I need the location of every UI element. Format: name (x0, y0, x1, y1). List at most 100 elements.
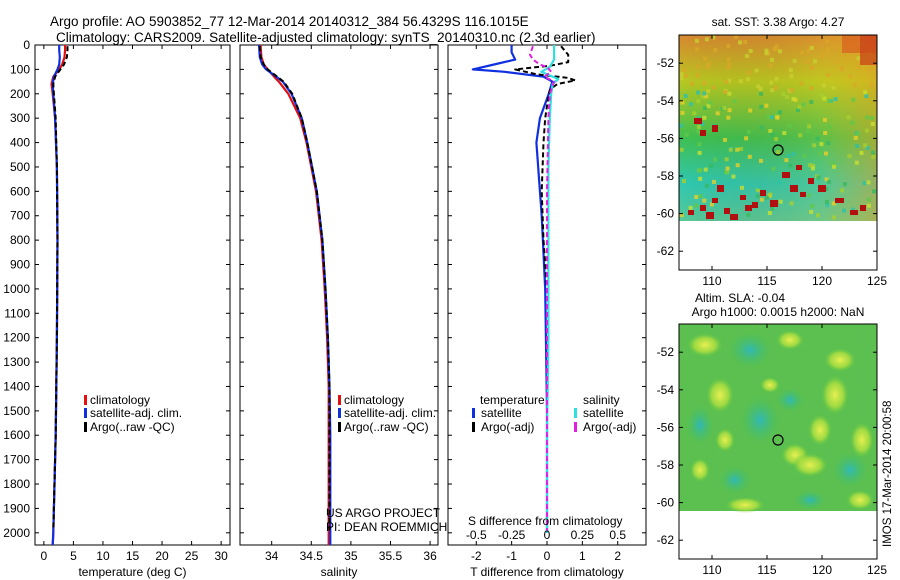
legend-swatch-t-argo (472, 422, 475, 432)
series-line-climatology (259, 45, 330, 545)
x-tick-label: 34 (265, 549, 279, 563)
sst-pixel (819, 142, 824, 147)
sst-pixel (833, 97, 838, 102)
sst-pixel (857, 65, 862, 70)
sst-pixel (809, 86, 814, 91)
sla-high-feature (776, 330, 804, 350)
x-tick-label: 10 (96, 549, 110, 563)
sst-cold-pixel (700, 130, 706, 136)
legend-swatch-climatology (338, 395, 341, 405)
sst-pixel (764, 51, 769, 56)
lat-tick-label: -56 (657, 420, 675, 434)
sst-pixel (806, 129, 811, 134)
sst-pixel (706, 103, 711, 108)
sst-pixel (846, 115, 851, 120)
sst-pixel (871, 150, 875, 155)
sst-pixel (738, 40, 742, 45)
sst-cold-pixel (760, 190, 766, 196)
sst-pixel (784, 158, 789, 163)
sst-float-marker (772, 144, 784, 156)
sst-pixel (743, 40, 748, 44)
sst-cold-pixel (740, 195, 746, 200)
sst-pixel (810, 65, 815, 70)
lon-tick-label: 110 (702, 274, 721, 288)
sst-pixel (684, 132, 689, 137)
lon-tick-label: 110 (702, 563, 721, 577)
sst-pixel (695, 47, 700, 52)
sst-pixel (843, 182, 847, 187)
sst-pixel (812, 143, 817, 148)
sst-cold-pixel (818, 185, 826, 192)
sst-pixel (711, 35, 716, 40)
sst-pixel (684, 73, 689, 78)
s-difference-tick-label: 0 (544, 528, 551, 542)
sst-pixel (712, 179, 716, 184)
legend-label-s-argo: Argo(-adj) (583, 420, 636, 434)
sst-pixel (818, 151, 823, 156)
series-line-t-satellite (471, 45, 554, 533)
sst-pixel (840, 188, 845, 193)
sst-pixel (826, 73, 831, 77)
sst-cold-pixel (717, 185, 724, 192)
depth-tick-label: 1700 (3, 453, 30, 467)
sst-pixel (738, 79, 743, 84)
legend-swatch-argo (338, 422, 341, 432)
x-tick-label: 15 (126, 549, 140, 563)
depth-tick-label: 600 (10, 184, 30, 198)
sst-pixel (847, 154, 852, 159)
sst-pixel (723, 89, 728, 94)
lat-tick-label: -58 (657, 169, 675, 183)
sst-pixel (768, 63, 773, 68)
sst-pixel (706, 89, 711, 94)
sst-pixel (726, 65, 731, 70)
sst-pixel (853, 54, 858, 59)
sst-pixel (698, 194, 703, 198)
sst-pixel (705, 65, 710, 69)
x-tick-label: 36 (423, 549, 437, 563)
sst-pixel (872, 189, 876, 194)
series-line-argo-raw-qc- (52, 46, 69, 531)
sst-pixel (692, 111, 697, 116)
sla-map-axes: -52 -54 -56 -58 -60 -62 110 115 120 125 (657, 324, 887, 577)
sst-pixel (789, 74, 794, 79)
depth-tick-label: 400 (10, 136, 30, 150)
sst-pixel (740, 185, 744, 190)
sst-pixel (683, 93, 688, 98)
sst-pixel (754, 68, 759, 73)
sla-low-feature (776, 388, 804, 412)
sst-pixel (850, 120, 855, 125)
temperature-legend: climatology satellite-adj. clim. Argo(..… (84, 393, 182, 434)
sst-pixel (827, 179, 832, 184)
sst-pixel (855, 131, 860, 136)
sst-pixel (801, 102, 806, 107)
depth-tick-label: 200 (10, 87, 30, 101)
sst-pixel (764, 103, 769, 108)
sst-pixel (679, 72, 684, 77)
legend-label-argo: Argo(..raw -QC) (90, 420, 175, 434)
legend-label-s-satellite: satellite (583, 406, 624, 420)
sst-pixel (831, 201, 836, 206)
legend-swatch-s-satellite (574, 408, 577, 418)
series-line-climatology (50, 45, 67, 545)
sla-high-feature (821, 375, 849, 415)
sst-pixel (851, 97, 856, 102)
sst-pixel (696, 99, 701, 104)
sst-pixel (813, 59, 818, 64)
sst-pixel (810, 204, 815, 209)
sla-high-feature (760, 377, 780, 393)
sst-pixel (865, 128, 870, 133)
sst-pixel (682, 179, 686, 184)
sst-cold-pixel (712, 198, 718, 203)
sst-pixel (782, 131, 787, 136)
sst-pixel (682, 68, 687, 73)
sst-pixel (831, 215, 836, 220)
sst-pixel (773, 85, 778, 90)
sst-pixel (680, 100, 685, 105)
depth-tick-label: 2000 (3, 526, 30, 540)
sst-pixel (770, 57, 774, 62)
sst-pixel (866, 203, 871, 208)
credit-line-1: US ARGO PROJECT (326, 506, 441, 520)
sla-high-feature (792, 453, 828, 477)
sst-pixel (727, 62, 732, 67)
sst-pixel (695, 64, 700, 69)
